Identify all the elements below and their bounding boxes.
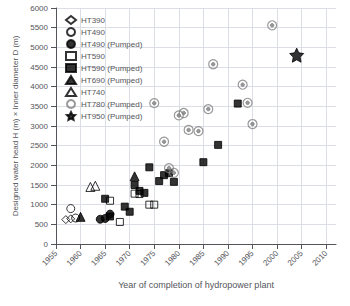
svg-text:500: 500 bbox=[35, 220, 49, 229]
svg-text:2000: 2000 bbox=[30, 161, 48, 170]
svg-text:1995: 1995 bbox=[237, 248, 256, 267]
svg-text:4000: 4000 bbox=[30, 82, 48, 91]
svg-text:Designed water head H (m) × In: Designed water head H (m) × Inner diamet… bbox=[11, 35, 20, 216]
svg-text:1990: 1990 bbox=[212, 248, 231, 267]
svg-text:3500: 3500 bbox=[30, 102, 48, 111]
svg-text:5000: 5000 bbox=[30, 43, 48, 52]
svg-text:1975: 1975 bbox=[139, 248, 158, 267]
svg-text:6000: 6000 bbox=[30, 4, 48, 13]
svg-text:4500: 4500 bbox=[30, 63, 48, 72]
svg-text:1960: 1960 bbox=[65, 248, 84, 267]
svg-text:1000: 1000 bbox=[30, 200, 48, 209]
svg-text:1970: 1970 bbox=[114, 248, 133, 267]
svg-text:1965: 1965 bbox=[89, 248, 108, 267]
svg-text:5500: 5500 bbox=[30, 23, 48, 32]
svg-text:2500: 2500 bbox=[30, 141, 48, 150]
svg-text:0: 0 bbox=[44, 240, 49, 249]
svg-text:HT590: HT590 bbox=[81, 52, 106, 61]
svg-text:2005: 2005 bbox=[286, 248, 305, 267]
svg-text:HT490 (Pumped): HT490 (Pumped) bbox=[81, 40, 143, 49]
svg-text:1955: 1955 bbox=[40, 248, 59, 267]
svg-text:HT950 (Pumped): HT950 (Pumped) bbox=[81, 112, 143, 121]
svg-text:HT780 (Pumped): HT780 (Pumped) bbox=[81, 100, 143, 109]
svg-text:HT690 (Pumped): HT690 (Pumped) bbox=[81, 76, 143, 85]
svg-text:HT740: HT740 bbox=[81, 88, 106, 97]
svg-text:Year of completion of hydropow: Year of completion of hydropower plant bbox=[118, 280, 274, 290]
svg-text:HT590 (Pumped): HT590 (Pumped) bbox=[81, 64, 143, 73]
svg-text:3000: 3000 bbox=[30, 122, 48, 131]
svg-text:1985: 1985 bbox=[188, 248, 207, 267]
svg-text:2010: 2010 bbox=[310, 248, 329, 267]
svg-text:HT390: HT390 bbox=[81, 16, 106, 25]
svg-text:1500: 1500 bbox=[30, 181, 48, 190]
svg-text:2000: 2000 bbox=[261, 248, 280, 267]
svg-text:1980: 1980 bbox=[163, 248, 182, 267]
svg-text:HT490: HT490 bbox=[81, 28, 106, 37]
